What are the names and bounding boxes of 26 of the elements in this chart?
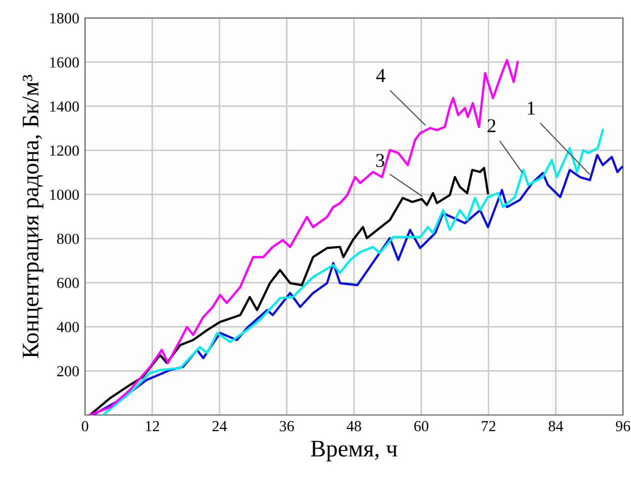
x-tick-label: 12 bbox=[146, 421, 160, 432]
x-tick-label: 72 bbox=[482, 421, 496, 432]
x-tick-label: 84 bbox=[548, 420, 564, 432]
y-tick-label: 800 bbox=[57, 234, 79, 244]
line-series bbox=[88, 166, 490, 415]
y-tick-label: 1000 bbox=[50, 190, 79, 200]
y-tick-label: 1400 bbox=[50, 101, 79, 112]
x-tick-label: 96 bbox=[616, 421, 630, 432]
x-tick-label: 48 bbox=[346, 420, 362, 432]
y-tick-label: 1600 bbox=[50, 57, 79, 68]
y-axis-title: Концентрация радона, Бк/м³ bbox=[22, 74, 44, 358]
x-tick-label: 60 bbox=[414, 420, 428, 432]
x-tick-label: 36 bbox=[280, 421, 294, 432]
y-tick-label: 1200 bbox=[50, 145, 79, 156]
x-axis-title: Время, ч bbox=[310, 440, 398, 462]
y-tick-label: 1800 bbox=[50, 13, 79, 24]
y-tick-label: 400 bbox=[56, 322, 79, 332]
annotation: 4 bbox=[376, 69, 386, 82]
annotation: 1 bbox=[528, 102, 535, 114]
annotation: 3 bbox=[376, 154, 384, 168]
y-tick-label: 600 bbox=[57, 278, 79, 288]
annotation: 2 bbox=[488, 119, 496, 132]
x-tick-label: 24 bbox=[212, 421, 227, 432]
x-tick-label: 0 bbox=[82, 420, 88, 432]
y-tick-label: 200 bbox=[57, 366, 79, 376]
line-series bbox=[88, 59, 519, 415]
